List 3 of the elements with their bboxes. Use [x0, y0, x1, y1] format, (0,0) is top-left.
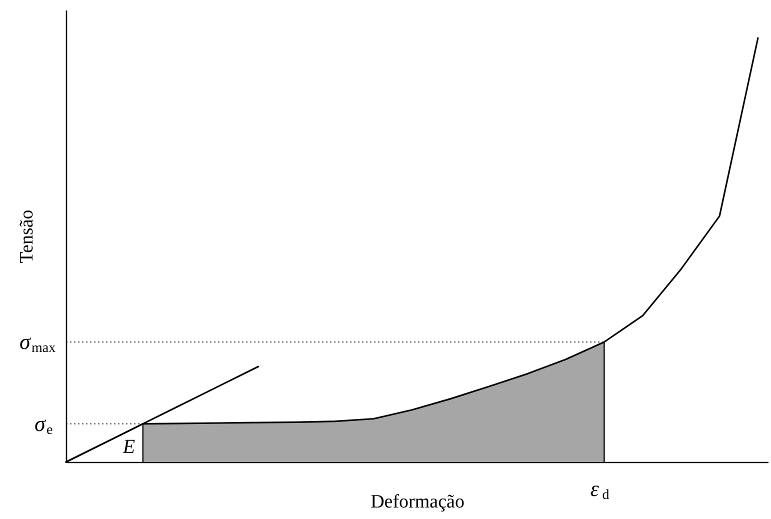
y-axis-title: Tensão — [16, 210, 38, 264]
annotation: E — [122, 436, 136, 458]
x-axis-title: Deformação — [370, 492, 464, 512]
